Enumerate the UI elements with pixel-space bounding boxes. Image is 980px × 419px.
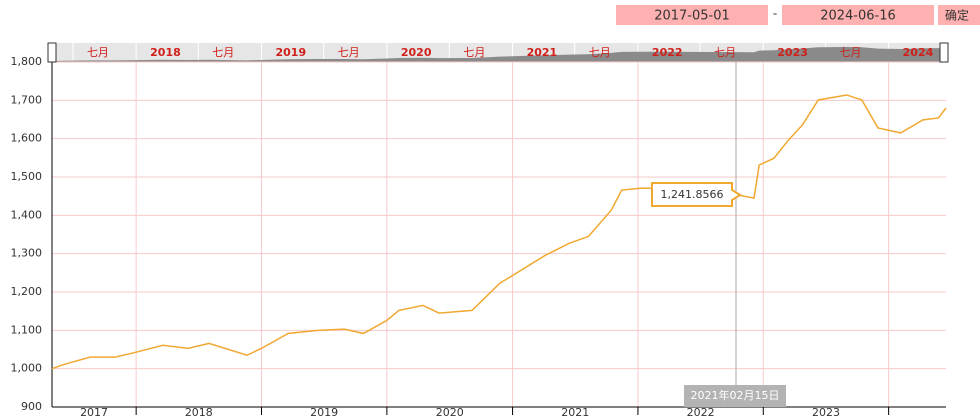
- y-tick-label: 1,500: [11, 170, 43, 183]
- navigator-handle-right[interactable]: [939, 42, 949, 63]
- navigator-label: 七月: [839, 46, 861, 59]
- navigator-label: 七月: [212, 46, 234, 59]
- grid: [52, 61, 946, 415]
- cursor-date-box: [684, 385, 786, 407]
- y-tick-label: 1,800: [11, 55, 43, 68]
- confirm-label: 确定: [945, 8, 969, 23]
- start-date-input[interactable]: [616, 5, 768, 25]
- x-tick-label: 2022: [687, 406, 715, 419]
- navigator-label: 2020: [401, 46, 432, 59]
- y-tick-label: 900: [21, 400, 42, 413]
- navigator-area: [52, 47, 946, 62]
- navigator-label: 七月: [714, 46, 736, 59]
- cursor-date: 2021年02月15日: [691, 388, 780, 402]
- date-separator: -: [773, 7, 777, 21]
- tooltip-value: 1,241.8566: [661, 188, 724, 201]
- navigator-series: 七月 2018 七月 2019 七月 2020 七月 2021 七月 2022 七月 2023 七月 20…: [52, 43, 946, 62]
- navigator-handle-left[interactable]: [47, 42, 57, 63]
- navigator-label: 七月: [338, 46, 360, 59]
- x-tick-label: 2018: [185, 406, 213, 419]
- y-tick-label: 1,600: [11, 132, 43, 145]
- confirm-button[interactable]: [938, 5, 980, 25]
- y-tick-label: 1,000: [11, 362, 43, 375]
- navigator-label: 2019: [276, 46, 307, 59]
- x-tick-label: 2020: [436, 406, 464, 419]
- x-tick-label: 2019: [310, 406, 338, 419]
- y-tick-label: 1,700: [11, 93, 43, 106]
- navigator-label: 2021: [527, 46, 558, 59]
- x-tick-label: 2017: [80, 406, 108, 419]
- series-line: [51, 94, 947, 370]
- end-date-input[interactable]: [782, 5, 934, 25]
- x-tick-label: 2023: [812, 406, 840, 419]
- plot: [51, 94, 947, 370]
- navigator-label: 七月: [463, 46, 485, 59]
- y-tick-label: 1,300: [11, 247, 43, 260]
- x-tick-label: 2021: [561, 406, 589, 419]
- y-tick-label: 1,400: [11, 208, 43, 221]
- navigator-label: 2024: [903, 46, 934, 59]
- navigator-label: 2022: [652, 46, 683, 59]
- y-tick-label: 1,200: [11, 285, 43, 298]
- end-date: 2024-06-16: [820, 9, 896, 24]
- navigator-label: 七月: [87, 46, 109, 59]
- start-date: 2017-05-01: [654, 9, 730, 24]
- navigator-label: 2018: [150, 46, 181, 59]
- navigator-label: 七月: [589, 46, 611, 59]
- tooltip: [651, 182, 742, 207]
- y-tick-label: 1,100: [11, 323, 43, 336]
- navigator-label: 2023: [777, 46, 808, 59]
